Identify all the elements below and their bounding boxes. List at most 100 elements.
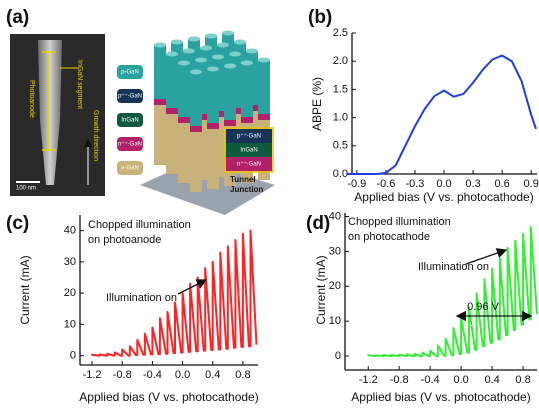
callout-title: Junction [230,185,263,194]
y-tick-label: 40 [329,210,341,222]
x-axis-label: Applied bias (V vs. photocathode) [79,390,258,404]
sem-image [10,34,105,196]
y-tick-label: 0.5 [333,140,348,152]
y-tick-label: 0.0 [333,168,348,180]
x-tick-label: 0.0 [175,369,190,381]
x-tick-label: -0.3 [405,178,424,190]
nanowire [154,105,166,165]
nanowire-top [217,43,229,48]
sem-label: InGaN segment [76,60,83,109]
nanowire [190,126,202,132]
x-tick-label: 0.9 [524,178,539,190]
nanowire [224,66,236,120]
nanowire-top [188,37,200,42]
nanowire-top [234,40,246,45]
nanowire-top [190,70,202,75]
annotation: Illumination on [106,292,177,304]
nanowire [166,108,178,114]
y-tick-label: 2.0 [333,55,348,67]
nanowire-top [178,61,190,66]
nanowire-top [258,58,270,63]
nanowire-top [166,52,178,57]
annotation: on photocathode [348,231,430,243]
nanowire [207,129,219,189]
layer-label: InGaN [121,118,138,124]
nanowire [190,72,202,126]
nanowire [258,114,270,120]
x-tick-label: 0.3 [465,178,480,190]
y-axis-label: Current (mA) [18,255,32,324]
nanowire-top [195,58,207,63]
y-tick-label: 40 [64,225,76,237]
callout-title: Tunnel [230,175,256,184]
y-tick-label: 1.5 [333,83,348,95]
x-tick-label: 0.0 [453,374,468,386]
panel-label: (d) [306,213,330,234]
nanowire [154,45,166,99]
annotation: Chopped illumination [88,219,191,231]
annotation: Illumination on [418,261,489,273]
layer-label: p⁺⁺-GaN [118,93,142,100]
x-tick-label: -0.8 [113,369,132,381]
nanowire [178,63,190,117]
x-tick-label: 0.0 [436,178,451,190]
x-tick-label: 0.8 [515,374,530,386]
nanowire-top [222,31,234,36]
nanowire-top [205,34,217,39]
nanowire-top [200,46,212,51]
callout-layer: InGaN [240,148,257,154]
y-tick-label: 30 [329,245,341,257]
x-tick-label: -0.9 [347,178,366,190]
x-tick-label: -0.8 [390,374,409,386]
nanowire [224,120,236,126]
callout-layer: p⁺⁺-GaN [237,133,261,140]
nanowire [166,54,178,108]
annotation-arrow [178,280,206,294]
y-tick-label: 1.0 [333,112,348,124]
panel-label: (a) [6,7,29,28]
layer-label: n-GaN [121,166,139,172]
nanowire [207,69,219,123]
data-line [347,56,536,174]
y-tick-label: 0 [335,350,341,362]
sem-label: Photoanode [28,80,35,118]
nanowire-top [246,49,258,54]
x-tick-label: 0.4 [205,369,220,381]
x-tick-label: -0.4 [143,369,162,381]
nanowire [190,132,202,192]
layer-label: n⁺⁺-GaN [118,141,142,148]
nanowire [178,123,190,183]
sem-label: Growth direction [92,110,99,161]
nanowire [241,63,253,117]
data-line [368,227,537,356]
nanowire [166,114,178,174]
y-tick-label: 2.5 [333,27,348,39]
x-axis-label: Applied bias (V vs. photocathode) [351,390,530,404]
nanowire [178,117,190,123]
nanowire [154,99,166,105]
x-tick-label: -0.4 [421,374,440,386]
x-tick-label: -1.2 [359,374,378,386]
annotation: 0.96 V [467,301,499,313]
nanowire-top [183,49,195,54]
x-tick-label: -0.6 [376,178,395,190]
y-axis-label: Current (mA) [314,255,328,324]
x-axis-label: Applied bias (V vs. photocathode) [354,190,533,204]
nanowire-top [229,52,241,57]
y-tick-label: 20 [329,280,341,292]
x-tick-label: -1.2 [83,369,102,381]
nanowire [241,117,253,123]
nanowire-top [224,64,236,69]
callout-layer: n⁺⁺-GaN [237,161,261,168]
nanowire-top [171,40,183,45]
y-tick-label: 0 [70,350,76,362]
figure: (a) InGaN segment Photoanode Growth dire… [0,0,539,409]
nanowire-top [154,43,166,48]
nanowire [207,123,219,129]
nanowire-top [241,61,253,66]
nanowire [258,60,270,114]
x-tick-label: 0.4 [484,374,499,386]
nanowire-top [212,55,224,60]
scale-bar-label: 100 nm [16,186,36,192]
annotation: Chopped illumination [348,216,451,228]
